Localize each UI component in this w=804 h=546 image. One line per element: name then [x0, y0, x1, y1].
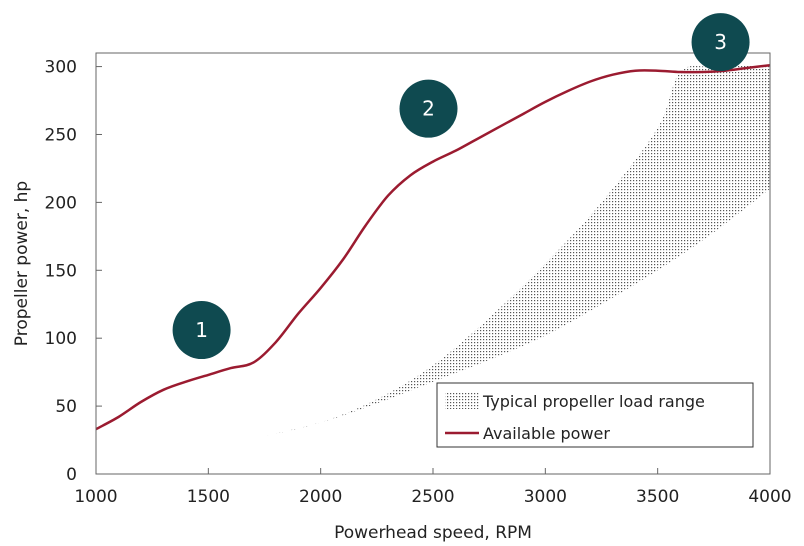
- x-tick-label: 1000: [74, 487, 117, 507]
- legend-label-load-range: Typical propeller load range: [482, 392, 705, 411]
- y-tick-label: 150: [45, 261, 77, 281]
- legend: Typical propeller load range Available p…: [436, 382, 754, 448]
- marker-circle-1: [172, 301, 231, 360]
- numbered-markers: 1 2 3: [172, 13, 750, 360]
- y-tick-label: 100: [45, 329, 77, 349]
- available-power-line: [95, 63, 771, 431]
- y-tick-label: 200: [45, 193, 77, 213]
- marker-label-3: 3: [714, 30, 727, 54]
- series-line-0: [95, 63, 771, 431]
- marker-label-1: 1: [195, 318, 208, 342]
- load-range-band: [96, 65, 770, 465]
- x-axis-label: Powerhead speed, RPM: [334, 523, 532, 543]
- y-tick-label: 50: [55, 397, 77, 417]
- x-tick-label: 4000: [748, 487, 791, 507]
- x-tick-label: 3500: [636, 487, 679, 507]
- load-range-area: [96, 65, 770, 465]
- x-tick-label: 2500: [411, 487, 454, 507]
- y-tick-label: 250: [45, 125, 77, 145]
- y-tick-label: 0: [66, 465, 77, 485]
- y-axis-ticks: 0 50 100 150 200 250 300: [45, 58, 102, 485]
- y-tick-label: 300: [45, 58, 77, 78]
- x-axis-ticks: 1000 1500 2000 2500 3000 3500 4000: [74, 468, 792, 507]
- marker-circle-3: [691, 13, 750, 72]
- x-tick-label: 1500: [187, 487, 230, 507]
- legend-swatch-load-range: [445, 393, 479, 409]
- marker-circle-2: [399, 79, 458, 138]
- x-tick-label: 2000: [299, 487, 342, 507]
- marker-label-2: 2: [422, 97, 435, 121]
- x-tick-label: 3000: [524, 487, 567, 507]
- legend-label-available-power: Available power: [483, 424, 610, 443]
- y-axis-label: Propeller power, hp: [12, 181, 32, 346]
- legend-box: [436, 382, 754, 448]
